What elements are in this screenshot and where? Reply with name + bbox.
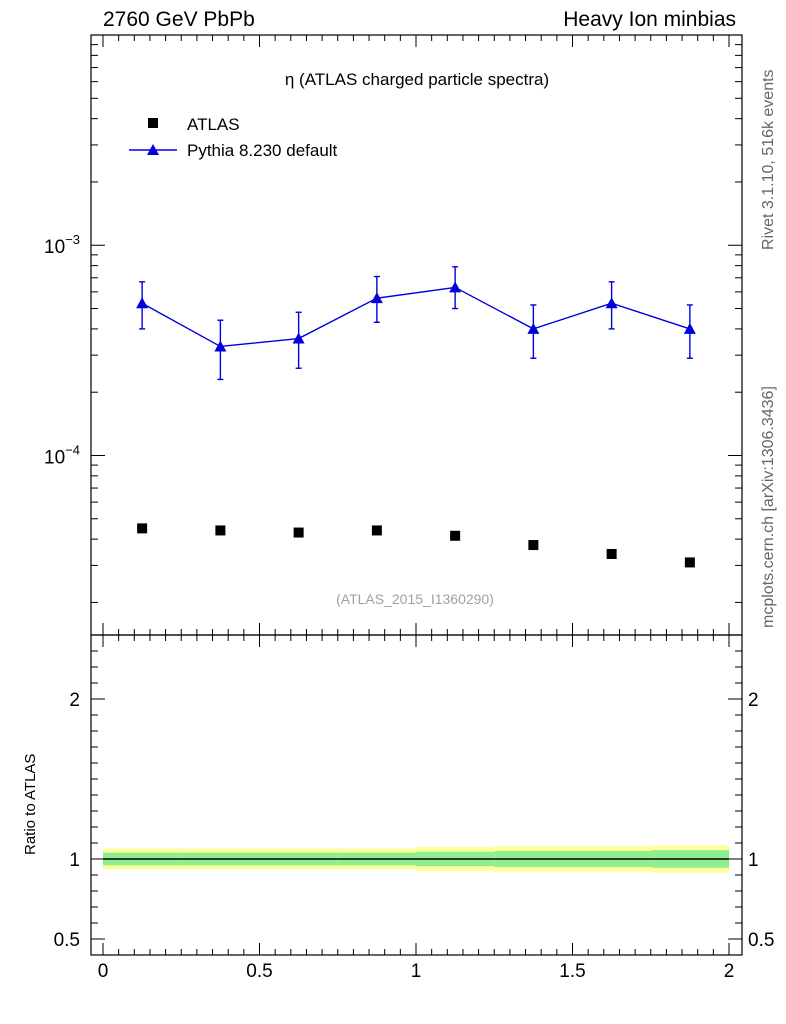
atlas-point (450, 530, 461, 541)
atlas-point (371, 525, 382, 536)
pythia-point (136, 297, 149, 309)
pythia-series-line (141, 286, 691, 348)
atlas-point (137, 523, 148, 534)
legend-atlas-label: ATLAS (187, 115, 240, 134)
atlas-point (215, 525, 226, 536)
main-plot-panel: 10−3 10−4 η (ATLAS charged particle spectr… (44, 34, 743, 955)
ratio-y-tick-label-right: 0.5 (748, 930, 774, 951)
ratio-plot-panel: 0 0.5 1 1.5 2 0.5 0.5 1 1 2 2 (54, 35, 774, 982)
y-tick-label: 10−4 (44, 442, 80, 468)
atlas-point (684, 557, 695, 568)
pythia-point (292, 332, 305, 344)
x-tick-label: 0 (98, 961, 109, 982)
header-process-label: Heavy Ion minbias (563, 8, 736, 31)
atlas-point (606, 548, 617, 559)
pythia-point (214, 340, 227, 352)
x-tick-label: 1.5 (559, 961, 585, 982)
x-tick-label: 1 (411, 961, 422, 982)
header-energy-label: 2760 GeV PbPb (103, 8, 255, 31)
y-tick-label: 10−3 (44, 232, 80, 258)
ratio-y-tick-label-left: 0.5 (54, 930, 80, 951)
pythia-point (370, 292, 383, 304)
ratio-y-tick-label-left: 2 (69, 690, 80, 711)
ratio-y-tick-label-right: 2 (748, 690, 759, 711)
chart-title: η (ATLAS charged particle spectra) (285, 70, 549, 89)
atlas-point (528, 540, 539, 551)
pythia-point (683, 322, 696, 334)
ratio-y-tick-label-right: 1 (748, 850, 759, 871)
pythia-point (527, 322, 540, 334)
atlas-point (293, 527, 304, 538)
legend-atlas-marker (148, 118, 158, 128)
ratio-frame-border (90, 634, 743, 956)
analysis-tag: (ATLAS_2015_I1360290) (336, 591, 494, 607)
ratio-y-tick-label-left: 1 (69, 850, 80, 871)
x-tick-label: 2 (724, 961, 735, 982)
legend-pythia-marker (147, 144, 159, 155)
pythia-point (605, 297, 618, 309)
x-tick-label: 0.5 (246, 961, 272, 982)
legend-pythia-label: Pythia 8.230 default (187, 141, 338, 160)
pythia-point (449, 281, 462, 293)
